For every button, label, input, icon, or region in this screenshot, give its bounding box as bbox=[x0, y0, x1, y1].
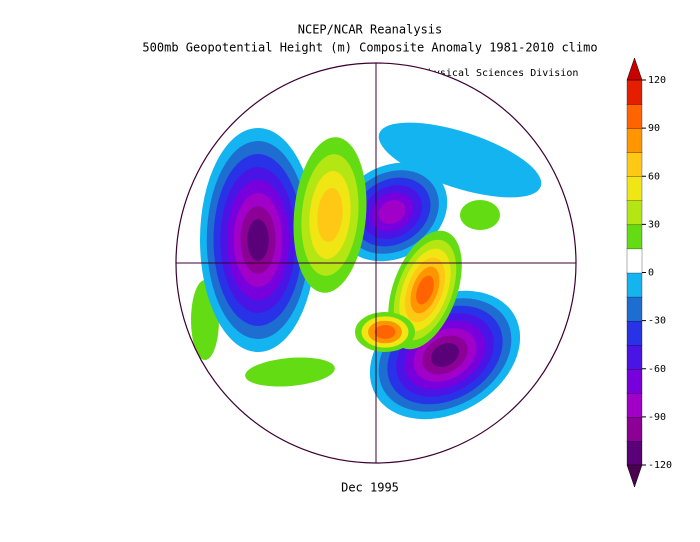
colorbar-segment bbox=[626, 272, 643, 298]
colorbar-segment bbox=[626, 79, 643, 105]
anomaly-contour bbox=[247, 219, 269, 261]
credit: NOAA/ESRL Physical Sciences Division bbox=[362, 68, 579, 79]
colorbar-tick-label: -60 bbox=[648, 364, 666, 375]
colorbar-tick-label: -30 bbox=[648, 316, 666, 327]
colorbar-tick-label: 90 bbox=[648, 123, 660, 134]
anomaly-contour bbox=[431, 343, 459, 367]
anomaly-contour bbox=[378, 200, 406, 224]
colorbar-segment bbox=[626, 368, 643, 394]
colorbar-tick-label: 0 bbox=[648, 268, 654, 279]
colorbar-segment bbox=[626, 392, 643, 418]
colorbar-segment bbox=[626, 152, 643, 177]
colorbar-segment bbox=[626, 200, 643, 226]
anomaly-map bbox=[176, 63, 576, 463]
colorbar-segment bbox=[626, 320, 643, 346]
period-label: Dec 1995 bbox=[341, 481, 399, 495]
title: NCEP/NCAR Reanalysis bbox=[298, 23, 443, 37]
colorbar-tick-label: -120 bbox=[648, 460, 672, 471]
colorbar-tick-label: -90 bbox=[648, 412, 666, 423]
colorbar-segment bbox=[626, 176, 643, 201]
colorbar: -120 -90 -60 -30 0 30 60 90 120 bbox=[626, 57, 672, 488]
anomaly-contour bbox=[245, 357, 335, 387]
anomaly-contour bbox=[317, 187, 343, 243]
colorbar-segment bbox=[626, 248, 643, 274]
colorbar-tick-label: 120 bbox=[648, 75, 666, 86]
colorbar-segment bbox=[626, 416, 643, 442]
colorbar-segment bbox=[626, 296, 643, 322]
colorbar-high-end bbox=[626, 57, 643, 81]
colorbar-tick-label: 60 bbox=[648, 171, 660, 182]
colorbar-low-end bbox=[626, 464, 643, 488]
subtitle: 500mb Geopotential Height (m) Composite … bbox=[142, 41, 597, 55]
colorbar-segment bbox=[626, 103, 643, 129]
colorbar-segment bbox=[626, 224, 643, 250]
anomaly-contour bbox=[378, 122, 542, 198]
colorbar-segment bbox=[626, 440, 643, 466]
anomaly-contour bbox=[460, 200, 500, 230]
anomaly-contour bbox=[374, 325, 396, 339]
colorbar-segment bbox=[626, 344, 643, 370]
anomaly-contour bbox=[416, 275, 434, 305]
colorbar-tick-label: 30 bbox=[648, 219, 660, 230]
colorbar-segment bbox=[626, 127, 643, 153]
